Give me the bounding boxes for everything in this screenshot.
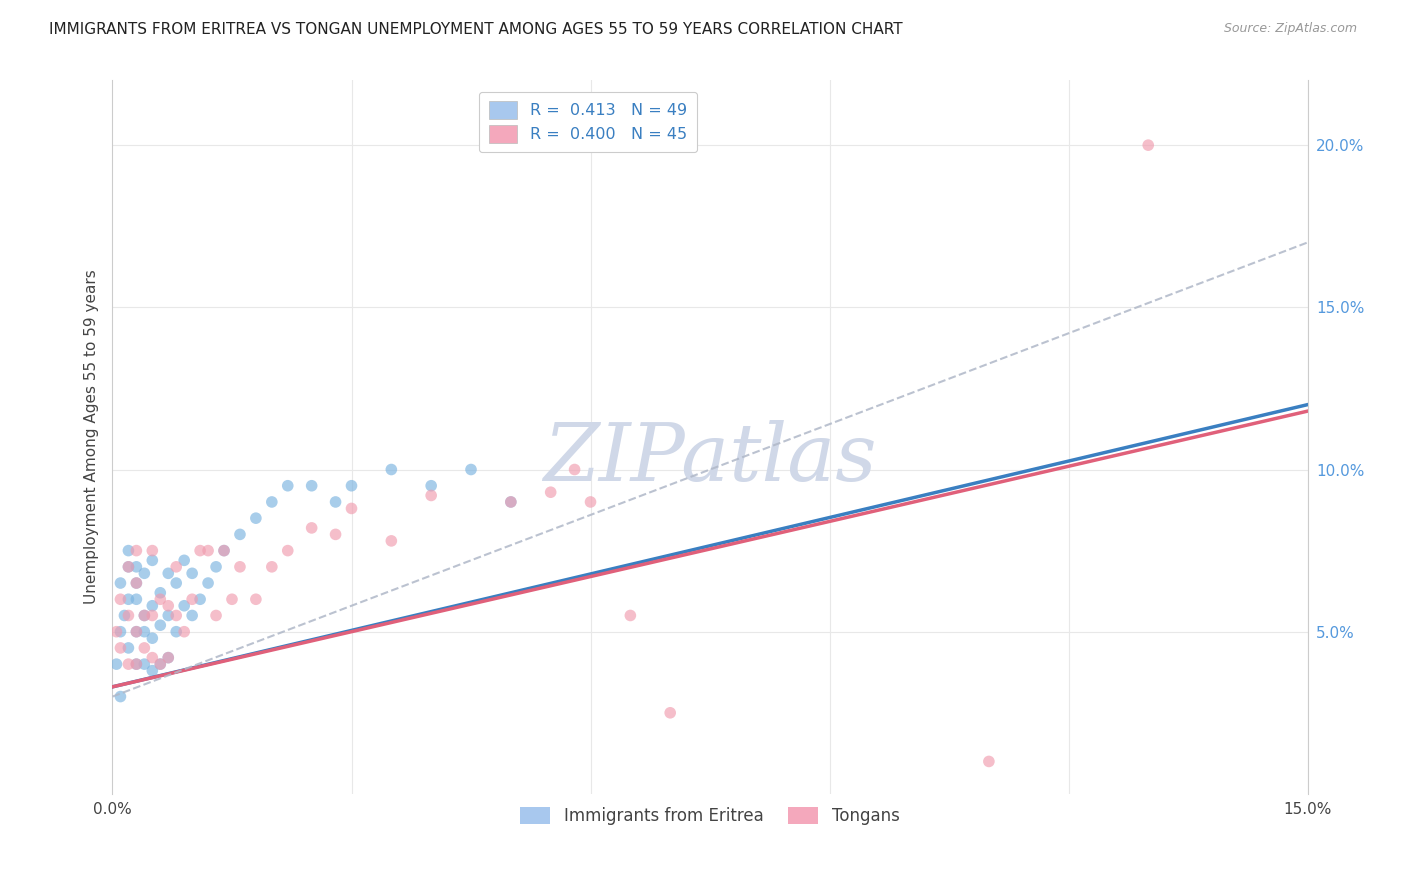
Point: [134, 608, 156, 623]
Point: [105, 657, 128, 672]
Point: [460, 462, 482, 476]
Point: [141, 553, 163, 567]
Point: [301, 521, 323, 535]
Point: [141, 664, 163, 678]
Point: [125, 576, 148, 591]
Point: [165, 624, 187, 639]
Point: [117, 608, 139, 623]
Point: [110, 624, 132, 639]
Point: [141, 650, 163, 665]
Point: [277, 543, 299, 558]
Point: [157, 650, 180, 665]
Point: [499, 495, 522, 509]
Point: [110, 690, 132, 704]
Point: [117, 657, 139, 672]
Point: [540, 485, 562, 500]
Point: [125, 657, 148, 672]
Point: [181, 608, 204, 623]
Point: [141, 631, 163, 645]
Point: [499, 495, 522, 509]
Point: [420, 488, 443, 502]
Point: [117, 592, 139, 607]
Point: [977, 755, 1000, 769]
Point: [157, 566, 180, 581]
Point: [141, 543, 163, 558]
Point: [125, 657, 148, 672]
Point: [188, 543, 211, 558]
Text: ZIPatlas: ZIPatlas: [543, 420, 877, 497]
Point: [173, 624, 195, 639]
Point: [134, 566, 156, 581]
Point: [245, 511, 267, 525]
Point: [125, 576, 148, 591]
Point: [117, 640, 139, 655]
Point: [157, 650, 180, 665]
Point: [380, 533, 402, 548]
Point: [173, 553, 195, 567]
Point: [117, 559, 139, 574]
Point: [110, 640, 132, 655]
Point: [125, 624, 148, 639]
Point: [229, 559, 252, 574]
Point: [165, 576, 187, 591]
Point: [564, 462, 586, 476]
Point: [149, 657, 172, 672]
Text: IMMIGRANTS FROM ERITREA VS TONGAN UNEMPLOYMENT AMONG AGES 55 TO 59 YEARS CORRELA: IMMIGRANTS FROM ERITREA VS TONGAN UNEMPL…: [49, 22, 903, 37]
Point: [659, 706, 682, 720]
Point: [301, 479, 323, 493]
Point: [134, 640, 156, 655]
Point: [340, 479, 363, 493]
Point: [619, 608, 641, 623]
Point: [260, 559, 283, 574]
Point: [165, 559, 187, 574]
Point: [114, 608, 135, 623]
Point: [212, 543, 235, 558]
Point: [260, 495, 283, 509]
Point: [229, 527, 252, 541]
Point: [188, 592, 211, 607]
Point: [141, 599, 163, 613]
Point: [117, 559, 139, 574]
Point: [277, 479, 299, 493]
Point: [105, 624, 128, 639]
Point: [245, 592, 267, 607]
Point: [181, 592, 204, 607]
Point: [149, 592, 172, 607]
Point: [579, 495, 602, 509]
Point: [173, 599, 195, 613]
Legend: Immigrants from Eritrea, Tongans: Immigrants from Eritrea, Tongans: [513, 800, 907, 832]
Point: [110, 576, 132, 591]
Point: [325, 527, 347, 541]
Point: [125, 559, 148, 574]
Point: [380, 462, 402, 476]
Point: [125, 592, 148, 607]
Point: [165, 608, 187, 623]
Point: [134, 657, 156, 672]
Y-axis label: Unemployment Among Ages 55 to 59 years: Unemployment Among Ages 55 to 59 years: [83, 269, 98, 605]
Point: [420, 479, 443, 493]
Point: [141, 608, 163, 623]
Point: [134, 624, 156, 639]
Point: [157, 608, 180, 623]
Point: [149, 618, 172, 632]
Point: [117, 543, 139, 558]
Point: [221, 592, 243, 607]
Point: [1137, 138, 1160, 153]
Point: [110, 592, 132, 607]
Point: [149, 657, 172, 672]
Point: [325, 495, 347, 509]
Point: [181, 566, 204, 581]
Point: [205, 559, 228, 574]
Point: [134, 608, 156, 623]
Point: [149, 586, 172, 600]
Point: [205, 608, 228, 623]
Point: [197, 543, 219, 558]
Point: [125, 624, 148, 639]
Point: [125, 543, 148, 558]
Point: [197, 576, 219, 591]
Point: [212, 543, 235, 558]
Point: [340, 501, 363, 516]
Point: [157, 599, 180, 613]
Text: Source: ZipAtlas.com: Source: ZipAtlas.com: [1223, 22, 1357, 36]
